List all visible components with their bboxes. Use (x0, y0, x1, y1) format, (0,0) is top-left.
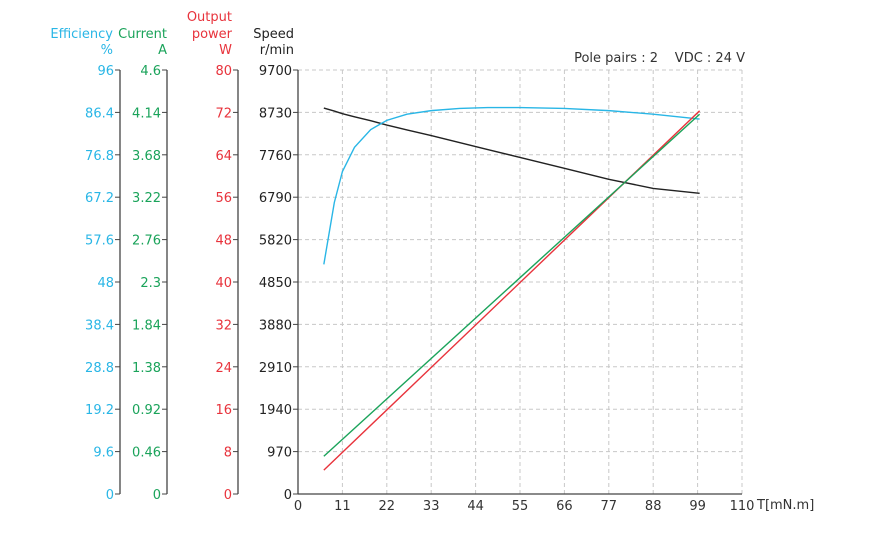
speed-axis-title: Speed (253, 27, 294, 42)
efficiency-tick-label: 28.8 (85, 361, 114, 376)
current-tick-label: 0 (153, 488, 161, 503)
current-tick-label: 0.92 (132, 403, 161, 418)
axes (115, 69, 742, 495)
x-tick-label: 110 (730, 499, 755, 514)
efficiency-curve (323, 106, 700, 265)
efficiency-tick-label: 96 (97, 64, 114, 79)
efficiency-tick-label: 48 (97, 276, 114, 291)
power-tick-label: 8 (224, 446, 232, 461)
speed-tick-label: 8730 (259, 106, 292, 121)
current-tick-label: 1.84 (132, 318, 161, 333)
efficiency-tick-label: 19.2 (85, 403, 114, 418)
power-axis-title-line1: Output (187, 10, 232, 25)
power-tick-label: 48 (215, 234, 232, 249)
x-tick-label: 55 (512, 499, 529, 514)
power-tick-label: 64 (215, 149, 232, 164)
speed-tick-label: 0 (284, 488, 292, 503)
current-tick-label: 2.76 (132, 234, 161, 249)
efficiency-tick-label: 38.4 (85, 318, 114, 333)
speed-tick-label: 3880 (259, 318, 292, 333)
current-tick-label: 0.46 (132, 446, 161, 461)
pole-pairs-annotation: Pole pairs : 2 (574, 51, 658, 66)
power-tick-label: 40 (215, 276, 232, 291)
grid-lines (298, 69, 743, 494)
x-tick-label: 22 (379, 499, 396, 514)
current-tick-label: 4.6 (140, 64, 161, 79)
x-axis-label: T[mN.m] (756, 498, 814, 513)
data-curves (323, 106, 701, 471)
power-tick-label: 72 (215, 106, 232, 121)
x-tick-label: 33 (423, 499, 440, 514)
current-axis-title: Current (118, 27, 167, 42)
speed-tick-label: 6790 (259, 191, 292, 206)
power-axis-unit: W (219, 43, 232, 58)
speed-tick-label: 9700 (259, 64, 292, 79)
power-tick-label: 32 (215, 318, 232, 333)
power-tick-label: 16 (215, 403, 232, 418)
x-tick-label: 88 (645, 499, 662, 514)
current-tick-label: 3.68 (132, 149, 161, 164)
efficiency-tick-label: 86.4 (85, 106, 114, 121)
speed-axis-unit: r/min (260, 43, 294, 58)
power-axis-title-line2: power (192, 27, 233, 42)
current-tick-label: 2.3 (140, 276, 161, 291)
vdc-annotation: VDC : 24 V (675, 51, 745, 66)
x-tick-label: 44 (467, 499, 484, 514)
speed-tick-label: 2910 (259, 361, 292, 376)
power-tick-label: 56 (215, 191, 232, 206)
current-axis-unit: A (158, 43, 167, 58)
speed-tick-label: 7760 (259, 149, 292, 164)
efficiency-tick-label: 67.2 (85, 191, 114, 206)
speed-curve (323, 107, 700, 194)
current-curve (323, 113, 701, 457)
x-tick-label: 11 (334, 499, 351, 514)
efficiency-tick-label: 76.8 (85, 149, 114, 164)
x-tick-label: 66 (556, 499, 573, 514)
current-tick-label: 4.14 (132, 106, 161, 121)
tick-labels: 96 86.4 76.8 67.2 57.6 48 38.4 28.8 19.2 9.6 0 4.6 4… (85, 64, 754, 514)
efficiency-axis-title: Efficiency (50, 27, 113, 42)
current-tick-label: 1.38 (132, 361, 161, 376)
efficiency-axis-unit: % (101, 43, 113, 58)
speed-tick-label: 1940 (259, 403, 292, 418)
speed-tick-label: 4850 (259, 276, 292, 291)
x-tick-label: 77 (601, 499, 618, 514)
speed-tick-label: 5820 (259, 234, 292, 249)
x-tick-label: 0 (294, 499, 302, 514)
efficiency-tick-label: 57.6 (85, 234, 114, 249)
x-tick-label: 99 (689, 499, 706, 514)
power-tick-label: 0 (224, 488, 232, 503)
current-tick-label: 3.22 (132, 191, 161, 206)
power-tick-label: 24 (215, 361, 232, 376)
speed-tick-label: 970 (267, 446, 292, 461)
power-tick-label: 80 (215, 64, 232, 79)
efficiency-tick-label: 0 (106, 488, 114, 503)
efficiency-tick-label: 9.6 (93, 446, 114, 461)
